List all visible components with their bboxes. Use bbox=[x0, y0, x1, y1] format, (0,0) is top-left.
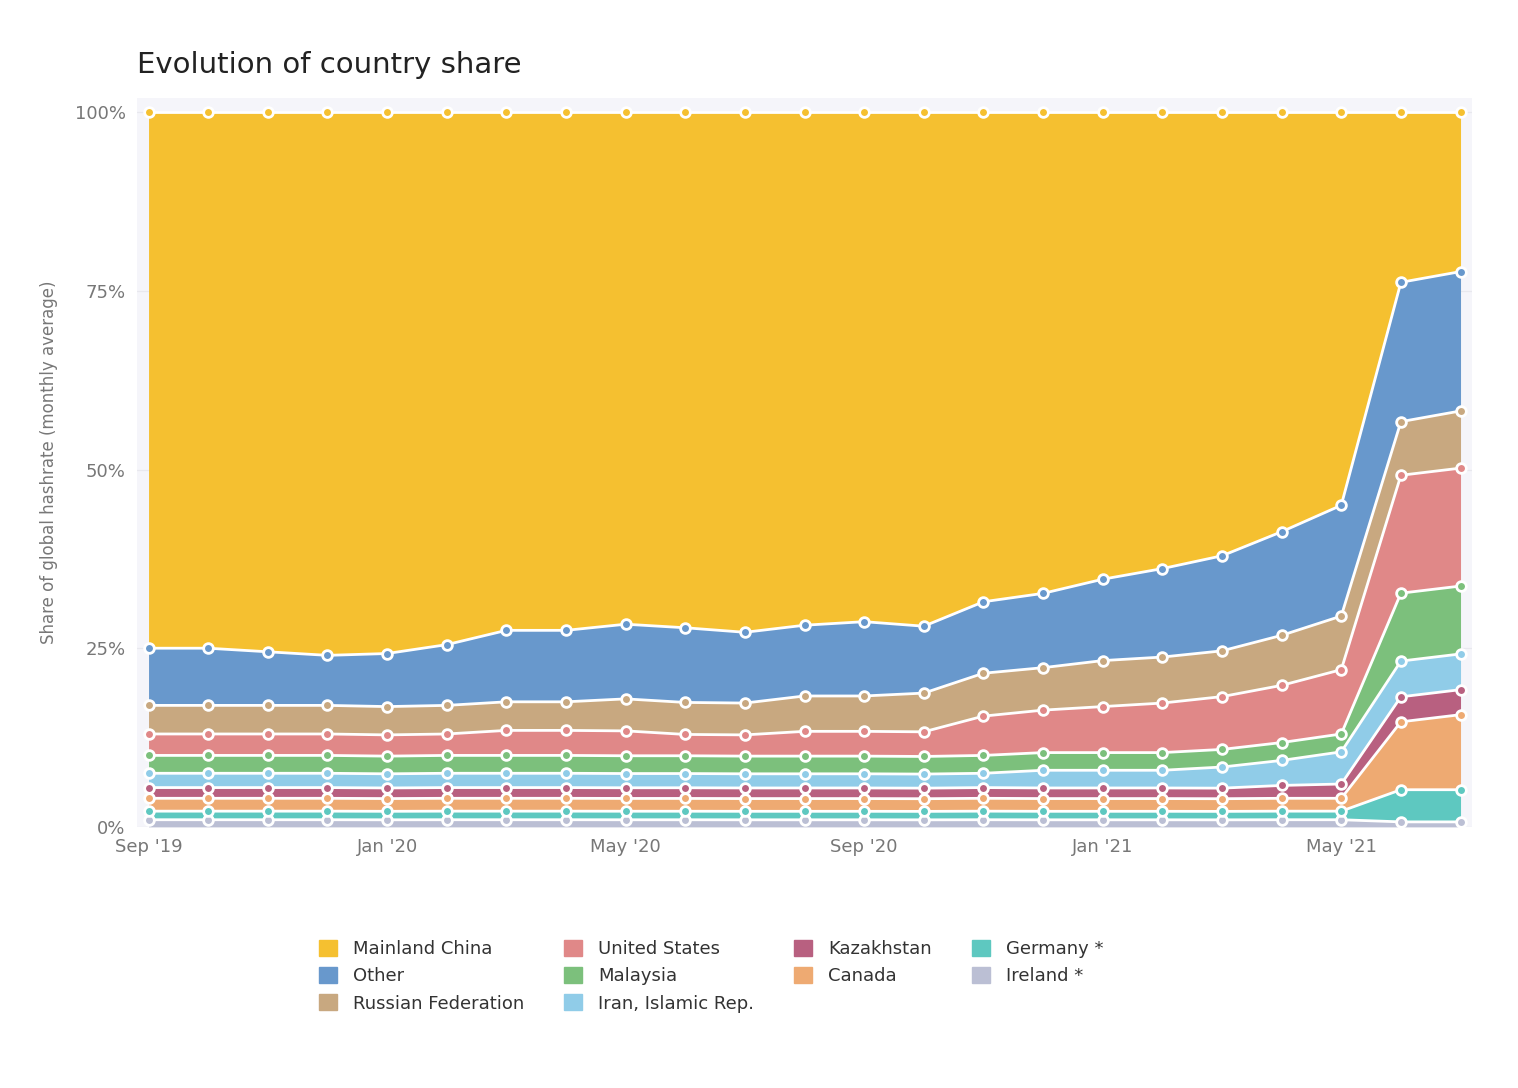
Legend: Mainland China, Other, Russian Federation, United States, Malaysia, Iran, Islami: Mainland China, Other, Russian Federatio… bbox=[310, 930, 1113, 1022]
Text: Evolution of country share: Evolution of country share bbox=[137, 51, 521, 79]
Y-axis label: Share of global hashrate (monthly average): Share of global hashrate (monthly averag… bbox=[39, 281, 58, 644]
